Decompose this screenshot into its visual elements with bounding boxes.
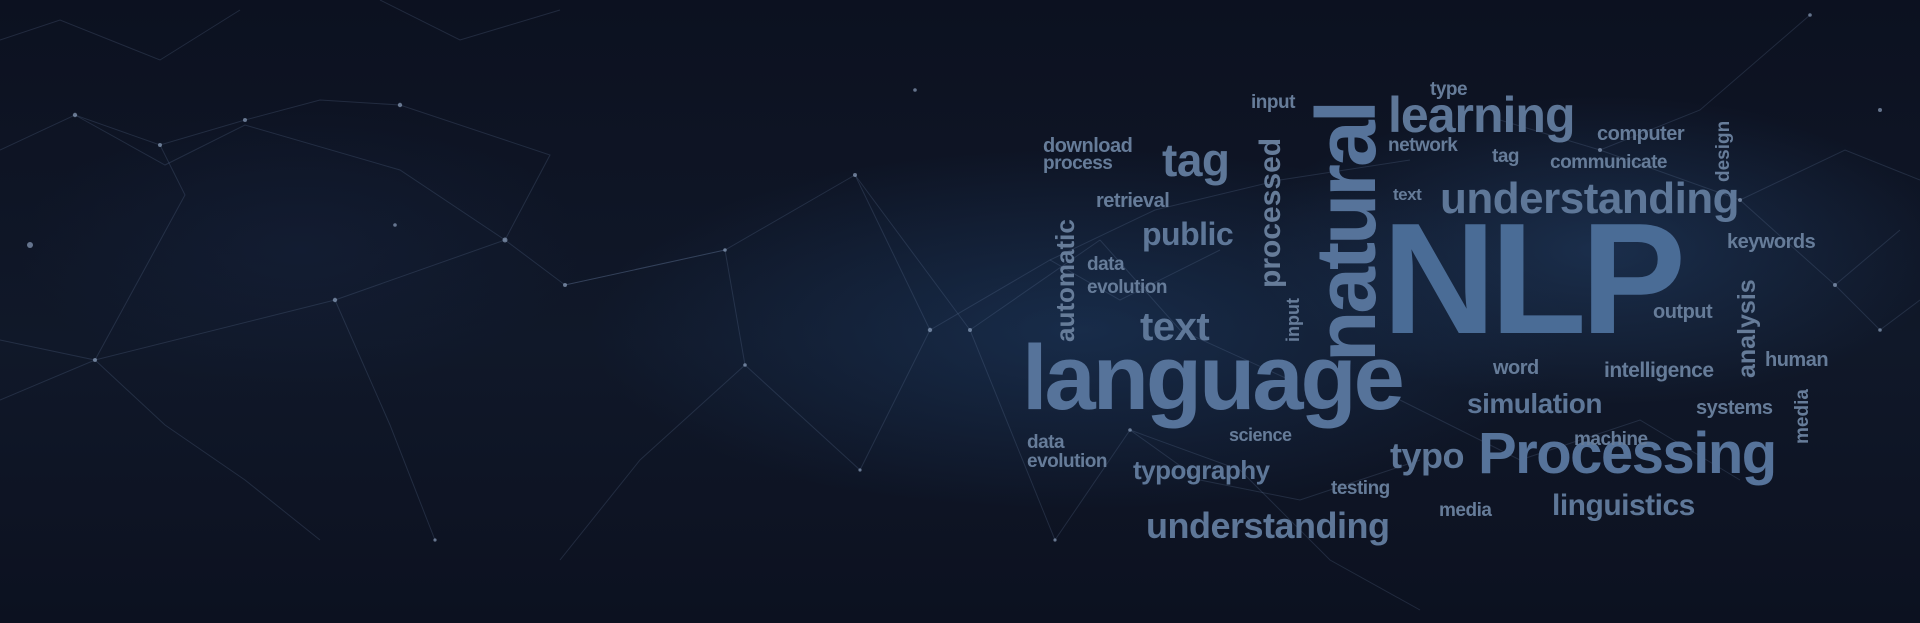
- hero-banner: NLP natural language Processing learning…: [0, 0, 1920, 623]
- network-background: [0, 0, 1920, 611]
